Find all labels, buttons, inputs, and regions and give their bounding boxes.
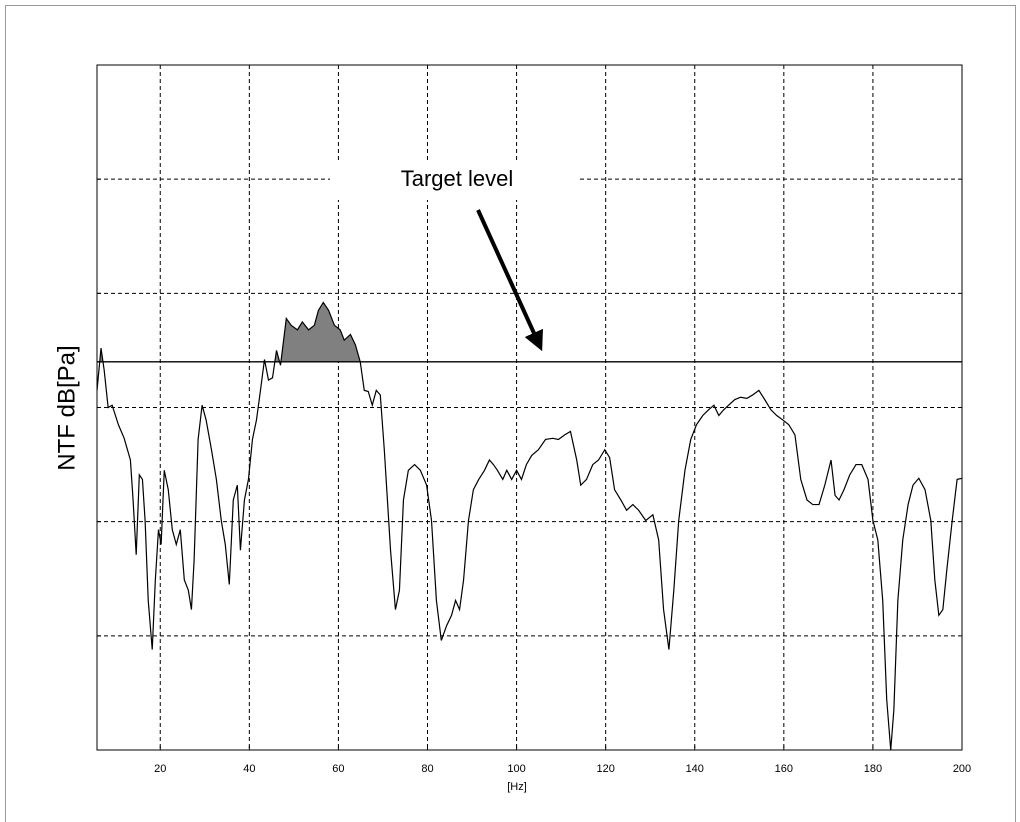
x-tick-label: 120 [596,763,614,775]
annotation-arrow [476,209,543,352]
x-tick-label: 180 [864,763,882,775]
x-tick-label: 80 [421,763,433,775]
x-tick-label: 160 [775,763,793,775]
plot-border [96,64,963,751]
x-tick-label: 100 [507,763,525,775]
x-tick-label: 140 [686,763,704,775]
annotation: Target level [401,166,514,191]
exceedance-area [97,302,962,362]
x-tick-label: 40 [243,763,255,775]
y-axis-label: NTF dB[Pa] [53,345,80,470]
x-axis-label: [Hz] [507,781,527,793]
series-line [96,301,963,751]
x-tick-label: 200 [953,763,971,775]
x-tick-label: 20 [154,763,166,775]
x-tick-label: 60 [332,763,344,775]
annotation-bg [330,160,580,200]
